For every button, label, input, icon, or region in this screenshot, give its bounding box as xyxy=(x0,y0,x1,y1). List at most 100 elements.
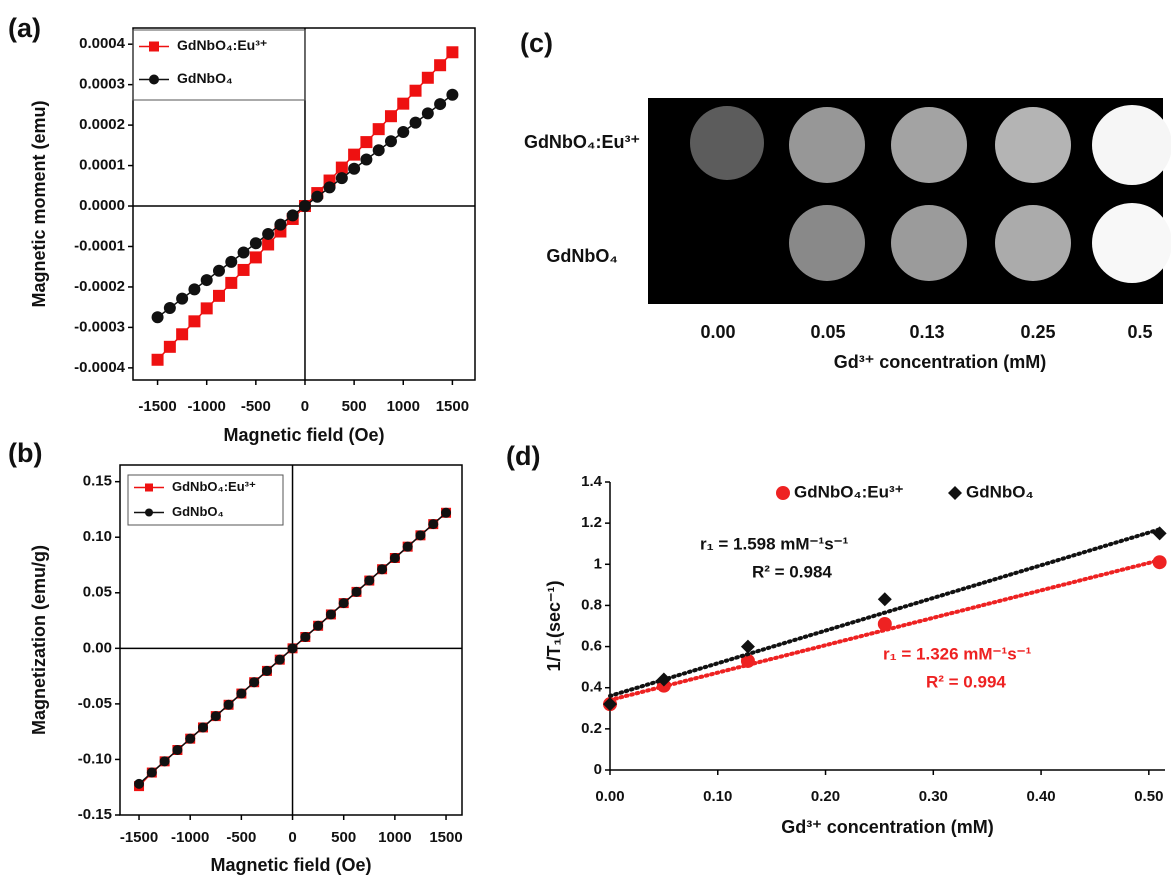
marker xyxy=(360,153,372,165)
marker xyxy=(262,666,272,676)
phantom xyxy=(891,107,967,183)
marker xyxy=(172,745,182,755)
marker xyxy=(176,293,188,305)
marker xyxy=(313,621,323,631)
marker xyxy=(198,722,208,732)
x-tick-label: -500 xyxy=(226,829,256,846)
trendline xyxy=(610,529,1160,696)
annotation: R² = 0.984 xyxy=(752,562,832,581)
marker xyxy=(434,59,446,71)
marker xyxy=(385,110,397,122)
panel-label: (b) xyxy=(8,438,42,468)
marker xyxy=(287,209,299,221)
marker xyxy=(348,163,360,175)
x-tick-label: 0 xyxy=(288,829,296,846)
y-tick-label: 0.05 xyxy=(83,584,112,601)
marker xyxy=(238,247,250,259)
y-axis-title: 1/T₁(sec⁻¹) xyxy=(544,581,564,672)
y-tick-label: 0.4 xyxy=(581,679,603,696)
x-tick-label: -1000 xyxy=(171,829,209,846)
column-label: 0.13 xyxy=(909,322,944,342)
marker xyxy=(351,587,361,597)
marker xyxy=(385,135,397,147)
phantom xyxy=(1092,203,1171,283)
y-tick-label: 0.0003 xyxy=(79,76,125,93)
y-tick-label: -0.0002 xyxy=(74,278,125,295)
marker xyxy=(262,228,274,240)
x-axis-title: Gd³⁺ concentration (mM) xyxy=(781,817,994,837)
legend-label: GdNbO₄:Eu³⁺ xyxy=(172,479,256,494)
marker xyxy=(336,162,348,174)
annotation: R² = 0.994 xyxy=(926,672,1006,691)
column-label: 0.5 xyxy=(1127,322,1152,342)
marker xyxy=(311,191,323,203)
marker xyxy=(262,238,274,250)
x-tick-label: 1500 xyxy=(429,829,462,846)
x-tick-label: -500 xyxy=(241,398,271,415)
marker xyxy=(211,711,221,721)
legend-label: GdNbO₄ xyxy=(177,70,233,86)
y-tick-label: 0.15 xyxy=(83,473,112,490)
row-label: GdNbO₄ xyxy=(546,246,618,266)
marker xyxy=(225,256,237,268)
y-tick-label: -0.0003 xyxy=(74,318,125,335)
phantom xyxy=(891,205,967,281)
marker xyxy=(176,328,188,340)
phantom xyxy=(789,205,865,281)
x-axis-title: Magnetic field (Oe) xyxy=(223,425,384,445)
marker xyxy=(250,237,262,249)
x-tick-label: -1500 xyxy=(138,398,176,415)
marker xyxy=(428,519,438,529)
marker xyxy=(403,542,413,552)
marker xyxy=(134,779,144,789)
legend-marker xyxy=(145,484,153,492)
panel-label: (a) xyxy=(8,13,41,43)
x-tick-label: 0.30 xyxy=(919,788,948,805)
marker xyxy=(397,126,409,138)
marker xyxy=(152,354,164,366)
marker xyxy=(878,592,892,606)
y-tick-label: 0.0004 xyxy=(79,35,126,52)
legend-label: GdNbO₄ xyxy=(966,482,1034,501)
y-tick-label: 0.0001 xyxy=(79,157,125,174)
y-tick-label: 0.6 xyxy=(581,638,602,655)
marker xyxy=(422,72,434,84)
marker xyxy=(213,290,225,302)
x-tick-label: 500 xyxy=(331,829,356,846)
marker xyxy=(326,609,336,619)
marker xyxy=(288,643,298,653)
marker xyxy=(147,768,157,778)
phantom xyxy=(1092,105,1171,185)
marker xyxy=(160,756,170,766)
y-tick-label: 0 xyxy=(594,761,602,778)
marker xyxy=(397,98,409,110)
marker xyxy=(410,117,422,129)
x-tick-label: 1500 xyxy=(436,398,469,415)
marker xyxy=(324,181,336,193)
marker xyxy=(1153,526,1167,540)
marker xyxy=(236,689,246,699)
y-tick-label: -0.15 xyxy=(78,806,112,823)
legend-label: GdNbO₄ xyxy=(172,504,224,519)
y-tick-label: -0.10 xyxy=(78,750,112,767)
legend-label: GdNbO₄:Eu³⁺ xyxy=(177,37,267,53)
x-tick-label: 0 xyxy=(301,398,309,415)
column-label: 0.00 xyxy=(700,322,735,342)
marker xyxy=(213,265,225,277)
y-axis-title: Magnetic moment (emu) xyxy=(29,100,49,307)
marker xyxy=(446,89,458,101)
y-tick-label: 0.8 xyxy=(581,596,602,613)
marker xyxy=(948,486,962,500)
figure: (c) GdNbO₄:Eu³⁺ GdNbO₄ 0.00 0.05 0.13 0.… xyxy=(0,0,1171,879)
page: (c) GdNbO₄:Eu³⁺ GdNbO₄ 0.00 0.05 0.13 0.… xyxy=(0,0,1171,879)
x-tick-label: 0.10 xyxy=(703,788,732,805)
column-label: 0.05 xyxy=(810,322,845,342)
marker xyxy=(249,677,259,687)
x-tick-label: -1000 xyxy=(188,398,226,415)
marker xyxy=(360,136,372,148)
marker xyxy=(434,98,446,110)
marker xyxy=(274,219,286,231)
y-axis-title: Magnetization (emu/g) xyxy=(29,545,49,735)
y-tick-label: -0.05 xyxy=(78,695,112,712)
marker xyxy=(878,617,892,631)
